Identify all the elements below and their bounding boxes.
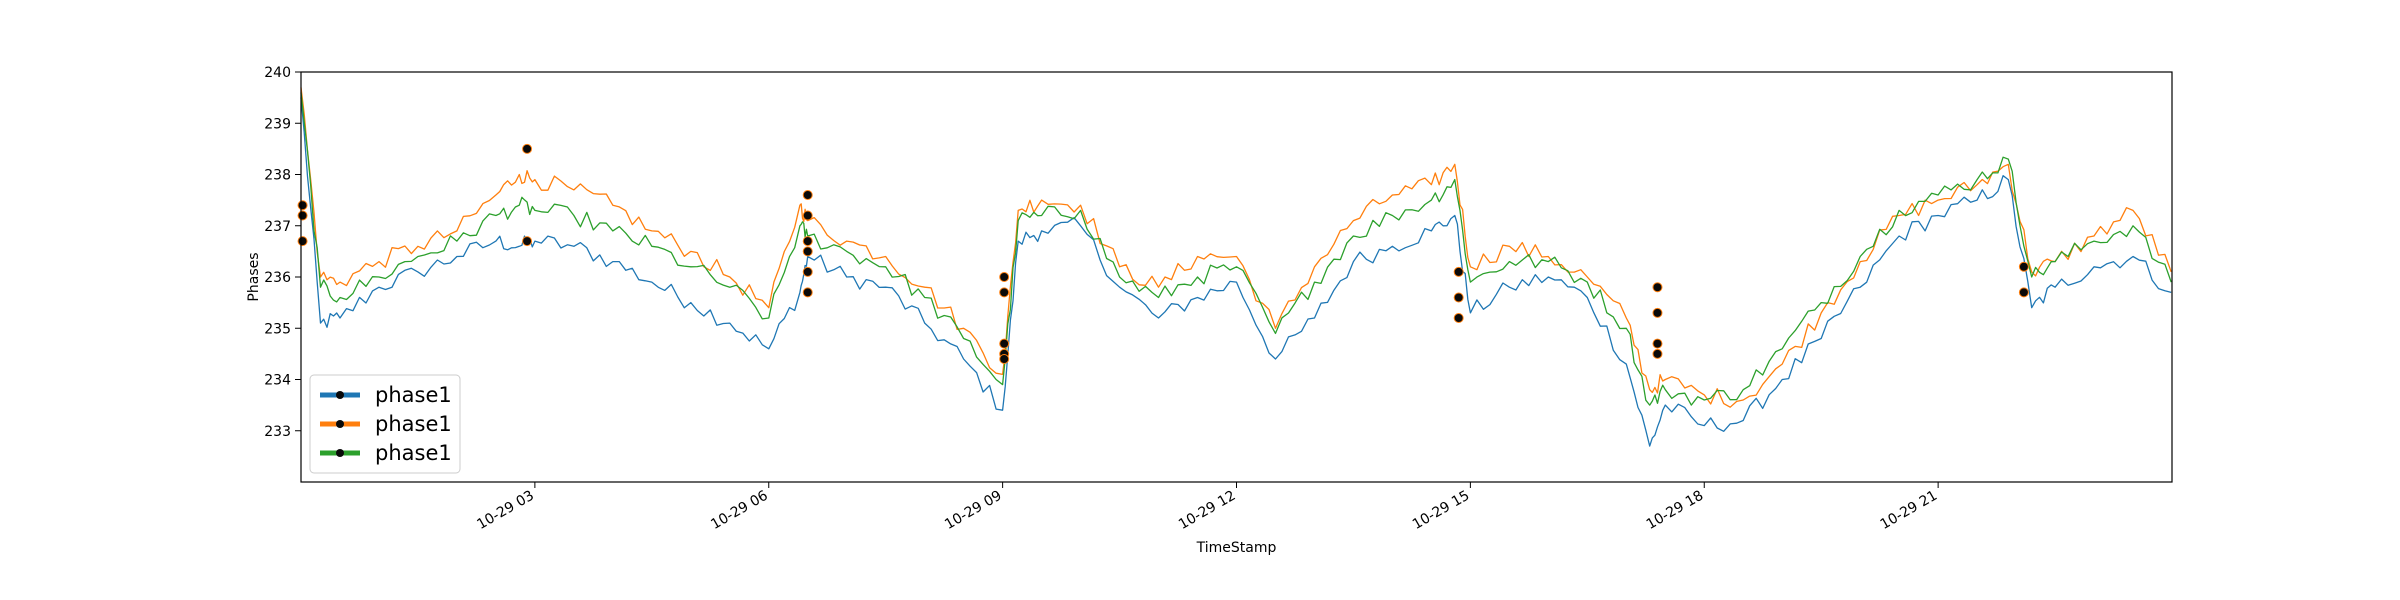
data-marker [2018, 287, 2029, 298]
data-marker [999, 287, 1010, 298]
series-layer [300, 87, 2172, 447]
data-marker [1652, 348, 1663, 359]
legend-label: phase1 [375, 383, 452, 407]
legend-marker [336, 420, 344, 428]
series-line-1 [300, 97, 2172, 447]
x-tick-label: 10-29 15 [1410, 488, 1473, 533]
series-line-2 [300, 87, 2172, 408]
x-tick-label: 10-29 12 [1176, 488, 1239, 533]
data-marker [2018, 261, 2029, 272]
legend-label: phase1 [375, 412, 452, 436]
x-axis: 10-29 03 10-29 06 10-29 09 10-29 12 10-29 15… [474, 482, 1940, 533]
x-tick-label: 10-29 21 [1878, 488, 1941, 533]
y-axis: 233 234 235 236 237 238 239 240 [264, 65, 301, 440]
legend-marker [336, 449, 344, 457]
plot-frame [300, 71, 2173, 483]
y-tick-label: 236 [264, 270, 291, 286]
data-marker [999, 354, 1010, 364]
x-tick-label: 10-29 06 [708, 488, 771, 533]
y-axis-label: Phases [246, 252, 262, 301]
data-marker [802, 190, 813, 200]
data-marker [1453, 292, 1464, 303]
data-marker [1652, 282, 1663, 293]
series-line-3 [300, 92, 2172, 406]
legend-box [309, 374, 461, 474]
data-marker [802, 266, 813, 277]
marker-layer [297, 143, 2029, 364]
data-marker [802, 236, 813, 247]
data-marker [999, 338, 1010, 349]
y-tick-label: 235 [264, 321, 291, 337]
y-tick-label: 233 [264, 424, 291, 440]
data-marker [1453, 313, 1464, 323]
data-marker [999, 272, 1010, 282]
data-marker [297, 210, 308, 221]
x-tick-label: 10-29 09 [942, 488, 1005, 533]
legend-marker [336, 391, 344, 399]
data-marker [297, 236, 308, 247]
y-tick-label: 239 [264, 116, 291, 132]
data-marker [802, 287, 813, 298]
data-marker [802, 246, 813, 257]
x-tick-label: 10-29 03 [474, 488, 537, 533]
data-marker [1652, 338, 1663, 349]
y-tick-label: 234 [264, 373, 291, 389]
y-tick-label: 240 [264, 65, 291, 81]
data-marker [522, 236, 533, 247]
data-marker [297, 200, 308, 211]
data-marker [802, 210, 813, 221]
legend-label: phase1 [375, 441, 452, 465]
x-axis-label: TimeStamp [1196, 540, 1277, 556]
data-marker [1652, 307, 1663, 318]
y-tick-label: 237 [264, 219, 291, 235]
x-tick-label: 10-29 18 [1644, 488, 1707, 533]
legend: phase1 phase1 phase1 [309, 374, 461, 474]
data-marker [522, 143, 533, 154]
data-marker [1453, 266, 1464, 277]
y-tick-label: 238 [264, 168, 291, 184]
